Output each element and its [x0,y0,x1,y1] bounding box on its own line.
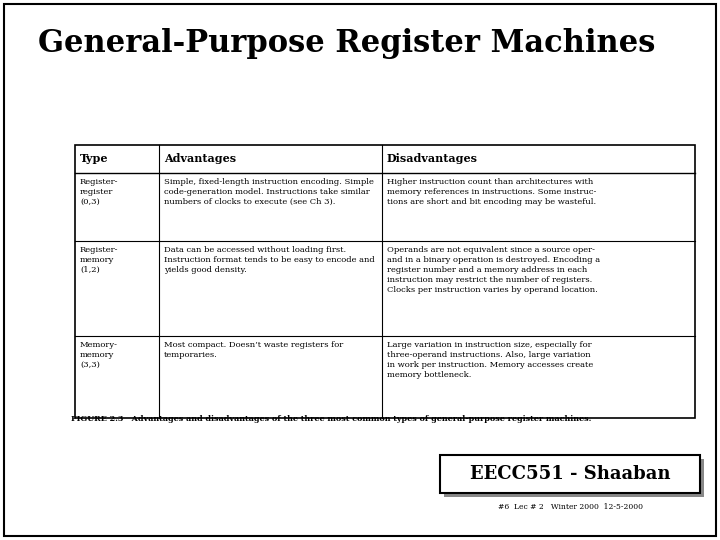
Text: General-Purpose Register Machines: General-Purpose Register Machines [38,28,655,59]
Text: Register-
memory
(1,2): Register- memory (1,2) [80,246,119,274]
Text: EECC551 - Shaaban: EECC551 - Shaaban [469,465,670,483]
Text: Data can be accessed without loading first.
Instruction format tends to be easy : Data can be accessed without loading fir… [163,246,374,274]
Text: Large variation in instruction size, especially for
three-operand instructions. : Large variation in instruction size, esp… [387,341,593,379]
Text: Register-
register
(0,3): Register- register (0,3) [80,178,119,206]
Text: Advantages: Advantages [163,153,236,165]
Text: Disadvantages: Disadvantages [387,153,478,165]
Text: Most compact. Doesn’t waste registers for
temporaries.: Most compact. Doesn’t waste registers fo… [163,341,343,359]
Text: Higher instruction count than architectures with
memory references in instructio: Higher instruction count than architectu… [387,178,596,206]
Text: #6  Lec # 2   Winter 2000  12-5-2000: #6 Lec # 2 Winter 2000 12-5-2000 [498,503,642,511]
Bar [75,145,695,418]
Text: Simple, fixed-length instruction encoding. Simple
code-generation model. Instruc: Simple, fixed-length instruction encodin… [163,178,374,206]
Text: Operands are not equivalent since a source oper-
and in a binary operation is de: Operands are not equivalent since a sour… [387,246,600,294]
Bar [444,459,704,497]
Text: Type: Type [80,153,109,165]
Bar [440,455,700,493]
Text: Memory-
memory
(3,3): Memory- memory (3,3) [80,341,118,369]
Text: FIGURE 2.3   Advantages and disadvantages of the three most common types of gene: FIGURE 2.3 Advantages and disadvantages … [71,415,591,423]
